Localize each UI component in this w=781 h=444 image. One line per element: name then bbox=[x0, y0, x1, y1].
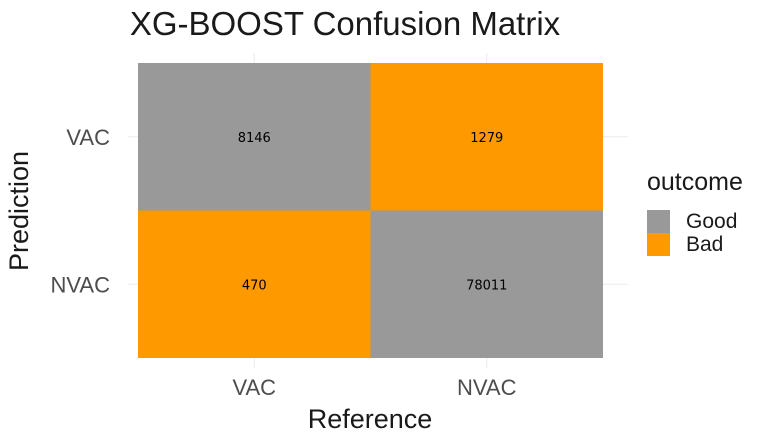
cell-value-label: 470 bbox=[242, 278, 267, 293]
cell-value-label: 8146 bbox=[238, 131, 271, 146]
cell-value-label: 78011 bbox=[466, 278, 507, 293]
cell-value-labels: 8146 1279 470 78011 bbox=[238, 131, 508, 294]
chart-title: XG-BOOST Confusion Matrix bbox=[130, 5, 561, 42]
x-axis-title: Reference bbox=[308, 404, 433, 434]
y-tick-label: NVAC bbox=[51, 272, 111, 297]
legend-label: Bad bbox=[686, 233, 723, 256]
heatmap-cell bbox=[138, 63, 371, 211]
legend-key bbox=[647, 210, 670, 233]
heatmap-cells bbox=[138, 63, 603, 358]
legend-key bbox=[647, 233, 670, 256]
legend-title: outcome bbox=[647, 168, 743, 196]
axis-ticks: VAC NVAC VAC NVAC bbox=[51, 125, 517, 400]
x-tick-label: VAC bbox=[232, 375, 276, 400]
y-axis-title: Prediction bbox=[4, 151, 34, 271]
x-tick-label: NVAC bbox=[457, 375, 517, 400]
heatmap-cell bbox=[370, 210, 603, 358]
cell-value-label: 1279 bbox=[470, 131, 503, 146]
y-tick-label: VAC bbox=[66, 125, 110, 150]
heatmap-cell bbox=[370, 63, 603, 211]
heatmap-cell bbox=[138, 210, 371, 358]
legend-label: Good bbox=[686, 210, 737, 233]
